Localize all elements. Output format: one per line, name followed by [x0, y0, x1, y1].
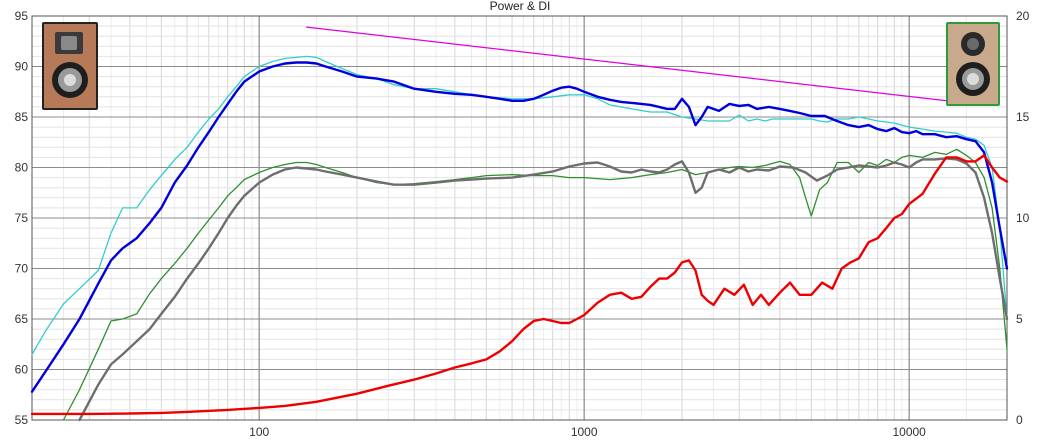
- y2-tick-label: 15: [1016, 110, 1030, 124]
- y-tick-label: 60: [15, 363, 29, 377]
- y-axis-tick-labels: 55 60 65 70 75 80 85 90 95: [15, 9, 29, 427]
- y2-tick-label: 0: [1016, 413, 1023, 427]
- y2-tick-label: 20: [1016, 9, 1030, 23]
- series-line-1: [31, 55, 1008, 356]
- y2-axis-tick-labels: 0 5 10 15 20: [1016, 9, 1030, 427]
- x-tick-label: 10000: [892, 425, 926, 439]
- y-tick-label: 55: [15, 413, 29, 427]
- series-line-4: [78, 157, 1009, 422]
- dome-tweeter-icon: [961, 32, 985, 56]
- y-tick-label: 85: [15, 110, 29, 124]
- series-line-5: [30, 154, 1009, 416]
- y-tick-label: 80: [15, 161, 29, 175]
- ribbon-tweeter-icon: [55, 32, 83, 54]
- series-line-3: [62, 148, 1008, 421]
- y-tick-label: 70: [15, 262, 29, 276]
- series-line-0: [306, 26, 958, 103]
- series-layer: [30, 26, 1009, 422]
- y-tick-label: 65: [15, 312, 29, 326]
- x-axis-tick-labels: 100 1000 10000: [249, 425, 926, 439]
- chart-title: Power & DI: [490, 0, 551, 13]
- speaker-front-icon: [42, 22, 98, 110]
- y-tick-label: 95: [15, 9, 29, 23]
- speaker-alt-icon: [946, 22, 1000, 106]
- woofer-icon: [956, 62, 990, 96]
- x-tick-label: 100: [249, 425, 269, 439]
- series-line-2: [30, 61, 1009, 393]
- y-tick-label: 75: [15, 211, 29, 225]
- plot-frame: [31, 15, 1008, 421]
- y-tick-label: 90: [15, 60, 29, 74]
- woofer-icon: [52, 62, 88, 98]
- y2-tick-label: 5: [1016, 312, 1023, 326]
- x-tick-label: 1000: [571, 425, 598, 439]
- y2-tick-label: 10: [1016, 211, 1030, 225]
